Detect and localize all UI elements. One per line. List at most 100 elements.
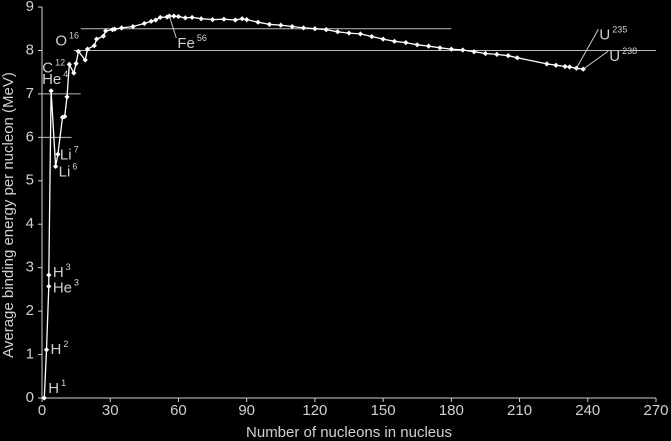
nuclide-symbol: He	[53, 279, 72, 296]
nuclide-mass: 12	[55, 58, 65, 68]
data-point	[75, 48, 81, 54]
leader-line	[168, 15, 177, 39]
x-tick-label: 120	[302, 402, 327, 419]
nuclide-symbol: U	[599, 26, 610, 43]
y-tick-label: 4	[26, 215, 34, 232]
data-point	[414, 42, 420, 48]
nuclide-mass: 4	[63, 69, 68, 79]
data-point	[255, 19, 261, 25]
y-tick-label: 9	[26, 0, 34, 15]
data-point	[112, 26, 118, 32]
nuclide-mass: 1	[61, 378, 66, 388]
nuclide-mass: 238	[622, 47, 637, 57]
data-point	[221, 16, 227, 22]
y-axis-title: Average binding energy per nucleon (MeV)	[0, 72, 17, 358]
leader-line	[575, 29, 599, 69]
data-point	[130, 23, 136, 30]
data-point	[93, 36, 100, 42]
nuclide-symbol: C	[42, 59, 53, 76]
nuclide-mass: 235	[612, 25, 627, 35]
data-point	[300, 25, 307, 31]
data-point	[73, 60, 79, 67]
y-tick-label: 3	[26, 259, 34, 276]
data-point	[514, 55, 520, 61]
data-point	[53, 163, 59, 170]
data-point	[505, 53, 511, 59]
y-tick-label: 0	[26, 389, 34, 406]
nuclide-label: Li 6	[59, 162, 78, 181]
y-tick-label: 7	[26, 85, 34, 102]
nuclide-mass: 7	[74, 145, 79, 155]
data-point	[562, 63, 568, 70]
nuclide-mass: 56	[197, 33, 207, 43]
data-point	[189, 14, 195, 21]
data-point	[103, 28, 109, 34]
data-point	[46, 283, 52, 289]
y-tick-label: 8	[26, 41, 34, 58]
data-point	[346, 30, 352, 36]
data-point	[148, 18, 154, 24]
data-point	[494, 51, 500, 57]
data-point	[312, 26, 318, 32]
x-tick-label: 270	[643, 402, 668, 419]
data-point	[71, 70, 77, 76]
x-tick-label: 150	[371, 402, 396, 419]
nuclide-symbol: H	[51, 341, 62, 358]
data-point	[289, 23, 295, 30]
nuclide-label: He 4	[42, 69, 68, 88]
x-tick-label: 60	[170, 402, 187, 419]
data-point	[239, 16, 245, 22]
data-point	[43, 347, 50, 353]
data-point	[553, 62, 559, 68]
y-tick-label: 5	[26, 172, 34, 189]
leader-line	[582, 50, 609, 70]
data-point	[369, 33, 375, 40]
data-point	[391, 38, 398, 44]
nuclide-label: U 235	[599, 25, 627, 44]
data-line	[43, 15, 584, 399]
nuclide-label: U 238	[609, 47, 637, 66]
data-point	[198, 16, 204, 22]
data-point	[41, 395, 47, 401]
data-point	[460, 47, 466, 53]
data-point	[544, 61, 550, 67]
data-point	[425, 43, 432, 49]
data-point	[335, 29, 341, 35]
nuclide-label: Fe 56	[177, 33, 207, 52]
x-axis-title: Number of nucleons in nucleus	[246, 424, 452, 441]
data-point	[566, 64, 573, 70]
data-point	[482, 50, 489, 57]
data-point	[55, 151, 61, 157]
data-point	[91, 43, 97, 49]
nuclide-symbol: O	[55, 32, 67, 49]
data-point	[100, 33, 106, 39]
nuclide-label: O 16	[55, 31, 79, 50]
nuclide-mass: 2	[63, 339, 68, 349]
data-point	[118, 25, 125, 31]
nuclide-symbol: Fe	[177, 35, 195, 52]
y-tick-label: 2	[26, 302, 34, 319]
data-point	[323, 26, 329, 33]
data-point	[403, 40, 409, 46]
nuclide-mass: 6	[72, 162, 77, 172]
data-point	[141, 20, 147, 27]
nuclide-label: He 3	[53, 278, 79, 297]
nuclide-mass: 3	[66, 262, 71, 272]
nuclide-symbol: H	[53, 264, 64, 281]
data-point	[175, 13, 182, 20]
nuclide-symbol: H	[48, 380, 59, 397]
data-point	[84, 46, 91, 52]
nuclide-label: Li 7	[60, 145, 79, 164]
nuclide-symbol: U	[609, 48, 620, 65]
nuclide-label: C 12	[42, 58, 65, 77]
y-tick-label: 6	[26, 128, 34, 145]
data-point	[62, 113, 68, 120]
x-tick-label: 180	[439, 402, 464, 419]
data-point	[157, 14, 163, 21]
data-point	[48, 88, 54, 94]
y-tick-label: 1	[26, 346, 34, 363]
